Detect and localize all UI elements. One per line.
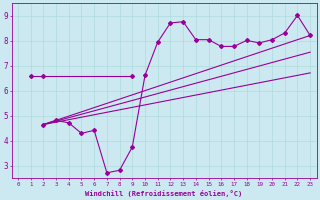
X-axis label: Windchill (Refroidissement éolien,°C): Windchill (Refroidissement éolien,°C) — [85, 190, 243, 197]
